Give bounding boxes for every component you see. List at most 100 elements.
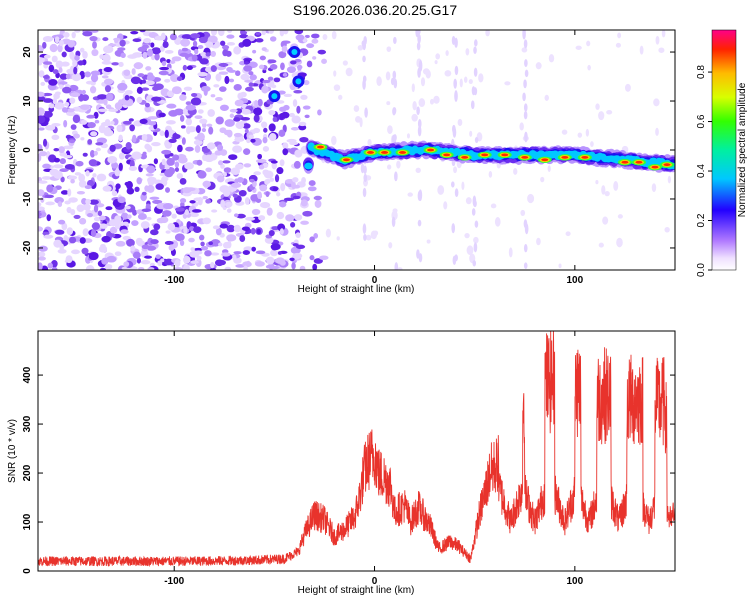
noise-speckle [82, 228, 89, 237]
noise-speckle [309, 255, 315, 261]
streak-speckle [523, 243, 528, 253]
noise-speckle [54, 196, 65, 204]
noise-speckle [257, 153, 263, 160]
noise-speckle [38, 226, 44, 232]
noise-speckle [265, 191, 270, 197]
faint-speckle [519, 122, 524, 131]
faint-speckle [590, 141, 594, 148]
streak-speckle [474, 137, 479, 144]
noise-speckle [90, 70, 101, 76]
noise-speckle [110, 121, 115, 125]
streak-speckle [454, 90, 458, 102]
noise-speckle [233, 84, 242, 91]
noise-speckle [179, 239, 185, 246]
faint-speckle [459, 78, 463, 88]
noise-speckle [165, 120, 176, 125]
signal-hotspot-core [399, 151, 407, 154]
noise-speckle [261, 85, 269, 94]
noise-speckle [277, 251, 282, 255]
noise-speckle [274, 174, 280, 183]
noise-speckle [153, 223, 161, 231]
noise-speckle [134, 186, 140, 192]
noise-speckle [48, 103, 55, 109]
noise-speckle [275, 257, 285, 264]
noise-speckle [233, 132, 243, 138]
faint-speckle [604, 191, 610, 197]
noise-speckle [58, 219, 66, 225]
colorbar-tick-label: 0.8 [696, 65, 707, 79]
noise-speckle [201, 128, 207, 133]
noise-speckle [130, 76, 141, 85]
noise-speckle [233, 224, 241, 233]
noise-speckle [154, 35, 165, 41]
faint-speckle [386, 46, 392, 53]
faint-speckle [331, 30, 337, 40]
noise-speckle [180, 38, 191, 47]
faint-speckle [616, 237, 623, 248]
noise-speckle [54, 229, 65, 235]
faint-speckle [558, 263, 562, 269]
noise-speckle [101, 235, 111, 243]
noise-speckle [88, 159, 98, 167]
noise-speckle [119, 39, 126, 47]
faint-speckle [527, 193, 535, 204]
noise-speckle [179, 198, 187, 204]
noise-speckle [42, 163, 51, 169]
noise-speckle [73, 66, 78, 75]
faint-speckle [376, 76, 382, 87]
faint-speckle [464, 232, 470, 239]
noise-speckle [44, 194, 54, 199]
noise-speckle [42, 98, 54, 103]
noise-speckle [127, 214, 132, 219]
noise-speckle [168, 244, 175, 251]
noise-speckle [83, 238, 93, 243]
noise-speckle [236, 177, 244, 183]
noise-speckle [72, 114, 81, 124]
noise-speckle [104, 85, 112, 93]
snr-ytick-label: 0 [22, 568, 33, 574]
noise-speckle [264, 179, 269, 186]
faint-speckle [426, 239, 431, 244]
noise-speckle [42, 92, 53, 97]
snr-axes: -100 0 100 0 100 200 300 400 [22, 331, 675, 587]
noise-speckle [161, 158, 166, 166]
noise-speckle [155, 183, 164, 190]
noise-speckle [43, 61, 53, 65]
noise-speckle [45, 201, 55, 206]
noise-speckle [293, 90, 303, 94]
noise-speckle [172, 154, 180, 161]
noise-speckle [306, 43, 315, 49]
noise-speckle [222, 172, 228, 177]
noise-speckle [151, 141, 161, 147]
noise-speckle [206, 123, 213, 127]
noise-speckle [172, 267, 184, 270]
noise-speckle [159, 130, 165, 137]
colorbar-tick-label: 0.0 [696, 263, 707, 277]
noise-speckle [49, 168, 59, 176]
noise-speckle [241, 226, 251, 231]
noise-speckle [63, 31, 70, 38]
streak-speckle [472, 260, 477, 267]
colorbar-gradient [711, 29, 737, 271]
noise-speckle [242, 123, 251, 129]
noise-speckle [38, 61, 43, 66]
faint-speckle [667, 175, 671, 184]
streak-speckle [523, 110, 528, 120]
noise-speckle [100, 243, 106, 248]
noise-speckle [165, 230, 171, 234]
noise-speckle [126, 187, 135, 195]
noise-speckle [46, 214, 52, 222]
isolated-blob-core [291, 49, 298, 56]
faint-speckle [655, 35, 660, 45]
noise-speckle [137, 46, 147, 52]
noise-speckle [249, 74, 257, 81]
noise-speckle [59, 158, 66, 165]
noise-speckle [174, 161, 180, 168]
noise-speckle [61, 222, 68, 231]
noise-speckle [52, 97, 58, 105]
noise-speckle [63, 145, 74, 150]
noise-speckle [278, 201, 287, 208]
noise-speckle [174, 233, 185, 242]
noise-speckle [60, 190, 69, 195]
noise-speckle [164, 187, 171, 193]
